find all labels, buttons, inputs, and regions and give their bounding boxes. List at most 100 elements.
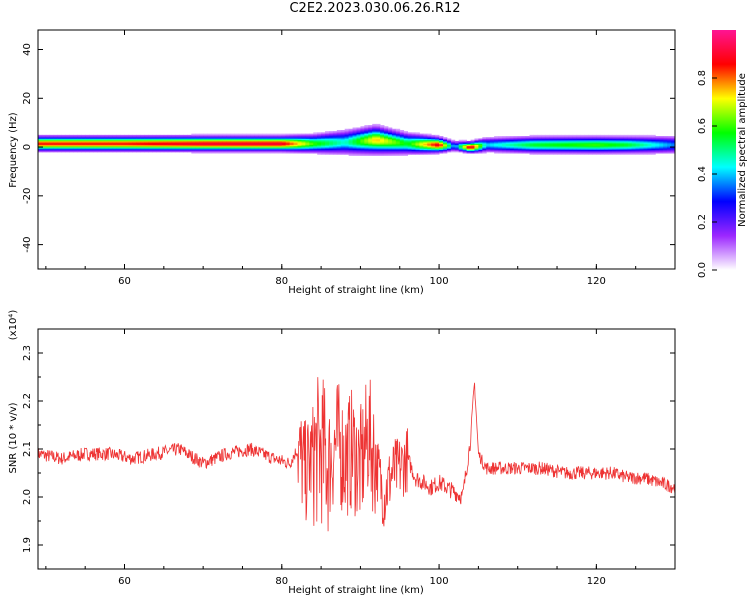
spectrogram-cell: [321, 142, 326, 144]
spectrogram-cell: [171, 150, 177, 153]
spectrogram-cell: [486, 142, 491, 144]
spectrogram-cell: [486, 148, 491, 150]
spectrogram-cell: [309, 133, 314, 136]
spectrogram-cell: [77, 134, 82, 137]
spectrogram-cell: [155, 145, 161, 148]
spectrogram-cell: [592, 153, 597, 155]
snr-y-tick-label: 2.2: [22, 393, 33, 409]
spectrogram-cell: [120, 136, 125, 138]
spectrogram-cell: [667, 138, 672, 141]
spectrogram-cell: [159, 139, 165, 142]
spectrogram-cell: [77, 136, 82, 138]
spectrogram-cell: [238, 137, 243, 139]
spectrogram-cell: [391, 128, 397, 131]
spectrogram-cell: [600, 138, 605, 141]
spectrogram-cell: [423, 142, 428, 144]
spectrogram-cell: [446, 139, 452, 142]
spectrogram-cell: [380, 153, 385, 155]
spectrogram-cell: [407, 134, 412, 137]
spectrogram-cell: [576, 148, 582, 150]
spectrogram-cell: [584, 136, 589, 138]
spectrogram-cell: [203, 134, 208, 137]
spectrogram-cell: [498, 144, 503, 147]
spectrogram-cell: [364, 147, 369, 149]
spectrogram-cell: [230, 134, 235, 137]
spectrogram-cell: [521, 137, 526, 139]
spectrogram-cell: [663, 149, 668, 152]
spectrogram-cell: [368, 148, 373, 150]
spectrogram-cell: [529, 151, 534, 154]
spectrogram-cell: [238, 148, 243, 150]
spectrogram-cell: [120, 143, 125, 146]
spectrogram-cell: [313, 150, 318, 153]
spectrogram-cell: [387, 149, 393, 152]
spectrogram-cell: [281, 133, 287, 136]
spectrogram-cell: [100, 138, 106, 141]
spectrogram-cell: [148, 139, 153, 142]
spectrogram-cell: [136, 145, 141, 148]
spectrogram-cell: [553, 137, 558, 139]
spectrogram-cell: [344, 139, 350, 142]
spectrogram-cell: [144, 144, 149, 147]
spectrogram-cell: [616, 150, 621, 153]
spectrogram-cell: [289, 138, 294, 141]
spectrogram-cell: [155, 143, 161, 146]
spectrogram-cell: [132, 145, 137, 148]
spectrogram-cell: [85, 134, 90, 137]
spectrogram-cell: [140, 143, 145, 146]
spectrogram-cell: [332, 138, 338, 141]
spectrogram-cell: [128, 149, 133, 152]
spectrogram-cell: [537, 140, 542, 143]
spectrogram-cell: [391, 145, 397, 148]
spectrogram-cell: [667, 144, 672, 147]
spectrogram-cell: [352, 144, 357, 147]
spectrogram-cell: [81, 143, 86, 146]
spectrogram-cell: [631, 137, 637, 139]
spectrogram-cell: [328, 150, 334, 153]
spectrogram-cell: [254, 140, 259, 143]
spectrogram-cell: [580, 138, 585, 141]
spectrogram-cell: [254, 147, 259, 149]
spectrogram-cell: [505, 150, 511, 153]
spectrogram-cell: [332, 143, 338, 146]
spectrogram-cell: [69, 147, 74, 149]
spectrogram-cell: [612, 142, 617, 144]
spectrogram-cell: [450, 147, 456, 149]
spectrogram-cell: [159, 145, 165, 148]
spectrogram-cell: [545, 151, 550, 154]
spectrogram-cell: [446, 147, 452, 149]
spectrogram-cell: [340, 136, 346, 138]
spectrogram-cell: [246, 137, 251, 139]
spectrogram-cell: [328, 148, 334, 150]
spectrogram-cell: [553, 142, 558, 144]
spectrogram-cell: [321, 149, 326, 152]
spectrogram-cell: [490, 144, 495, 147]
spectrogram-cell: [647, 139, 652, 142]
spectrogram-cell: [443, 137, 448, 139]
spectrogram-cell: [309, 140, 314, 143]
spectrogram-cell: [501, 137, 507, 139]
spectrogram-cell: [49, 145, 55, 148]
spectrogram-cell: [387, 140, 393, 143]
spectrogram-cell: [108, 148, 114, 150]
spectrogram-cell: [269, 145, 275, 148]
spectrogram-cell: [572, 137, 578, 139]
spectrogram-cell: [348, 145, 353, 148]
spectrogram-cell: [262, 143, 267, 146]
spectrogram-cell: [384, 143, 389, 146]
spectrogram-cell: [340, 148, 346, 150]
spectrogram-cell: [498, 148, 503, 150]
spectrogram-cell: [273, 137, 279, 139]
spectrogram-cell: [148, 142, 153, 144]
spectrogram-cell: [372, 131, 377, 133]
spectrogram-cell: [529, 139, 534, 142]
spectrogram-cell: [69, 150, 74, 153]
spectrogram-cell: [199, 133, 204, 136]
spectrogram-cell: [281, 149, 287, 152]
spectrogram-cell: [364, 131, 369, 133]
spectrogram-cell: [604, 147, 609, 149]
spectrogram-cell: [568, 145, 574, 148]
spectrogram-cell: [399, 151, 405, 154]
spectrogram-cell: [384, 144, 389, 147]
spectrogram-cell: [450, 148, 456, 150]
